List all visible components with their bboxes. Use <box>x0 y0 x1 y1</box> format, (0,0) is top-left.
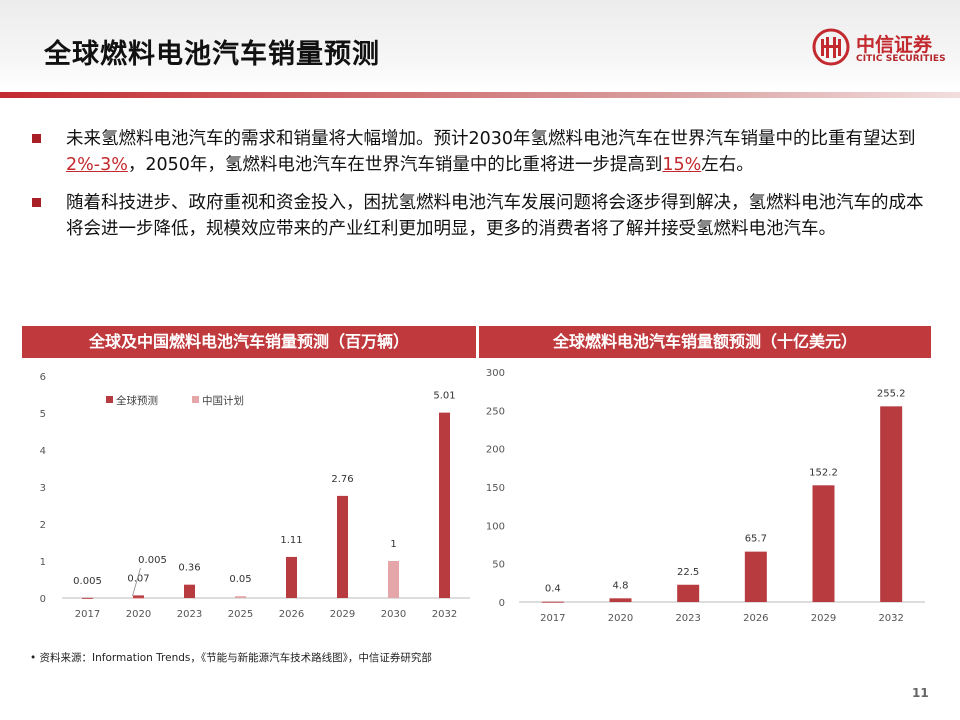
legend-label: 全球预测 <box>116 394 158 407</box>
y-tick-label: 250 <box>486 406 505 417</box>
bullet-list: 未来氢燃料电池汽车的需求和销量将大幅增加。预计2030年氢燃料电池汽车在世界汽车… <box>30 126 930 254</box>
y-tick-label: 300 <box>486 368 505 379</box>
x-tick-label: 2032 <box>878 613 903 624</box>
legend-swatch <box>106 396 113 403</box>
highlight-2050-share: 15% <box>662 155 702 175</box>
logo-text-cn: 中信证券 <box>856 34 933 56</box>
x-tick-label: 2026 <box>743 613 768 624</box>
chart-title-units: 全球及中国燃料电池汽车销量预测（百万辆） <box>22 326 476 358</box>
y-tick-label: 3 <box>40 483 46 494</box>
y-tick-label: 100 <box>486 521 505 532</box>
revenue-chart-svg: 0 50 100 150 200 250 300 2017 0.4 2020 4.8 2023 22.5… <box>486 368 925 624</box>
x-tick-label: 2029 <box>811 613 836 624</box>
bar <box>388 561 399 598</box>
bar <box>184 584 195 598</box>
bullet-square-icon <box>32 198 41 207</box>
data-label: 22.5 <box>677 567 699 578</box>
page-title: 全球燃料电池汽车销量预测 <box>44 39 380 70</box>
data-label: 152.2 <box>809 467 838 478</box>
bar <box>133 595 144 598</box>
highlight-2030-share: 2%-3% <box>66 155 128 175</box>
x-tick-label: 2025 <box>228 609 253 620</box>
bullet-text: 随着科技进步、政府重视和资金投入，困扰氢燃料电池汽车发展问题将会逐步得到解决，氢… <box>66 193 924 239</box>
y-tick-label: 2 <box>40 520 46 531</box>
y-tick-label: 4 <box>40 446 46 457</box>
units-chart-svg: 0 1 2 3 4 5 6 2017 0.005 2020 0.07 0.005 2023 0.36 202… <box>40 372 470 620</box>
data-label: 0.07 <box>127 573 149 584</box>
bar <box>82 597 93 599</box>
bar <box>812 485 835 602</box>
y-tick-label: 50 <box>492 560 505 571</box>
x-tick-label: 2030 <box>381 609 406 620</box>
bar <box>541 601 564 603</box>
bar <box>286 556 297 598</box>
label-leader-line <box>132 567 141 597</box>
data-label: 4.8 <box>613 580 629 591</box>
data-label: 255.2 <box>877 388 906 399</box>
legend-swatch <box>192 396 199 403</box>
bullet-item: 未来氢燃料电池汽车的需求和销量将大幅增加。预计2030年氢燃料电池汽车在世界汽车… <box>30 126 930 178</box>
logo-text-en: CITIC SECURITIES <box>856 54 946 64</box>
x-tick-label: 2026 <box>279 609 304 620</box>
revenue-chart: 0 50 100 150 200 250 300 2017 0.4 2020 4.8 2023 22.5… <box>479 360 931 632</box>
data-label: 0.05 <box>229 574 251 585</box>
bar <box>880 406 903 602</box>
data-label: 5.01 <box>433 391 455 402</box>
header-divider <box>0 92 960 98</box>
data-label: 0.4 <box>545 584 561 595</box>
data-label: 1 <box>390 539 396 550</box>
x-tick-label: 2017 <box>540 613 565 624</box>
bullet-text: 左右。 <box>701 155 754 175</box>
bar <box>337 495 348 598</box>
bar <box>744 551 767 602</box>
y-tick-label: 150 <box>486 483 505 494</box>
y-tick-label: 0 <box>499 598 505 609</box>
units-chart: 0 1 2 3 4 5 6 2017 0.005 2020 0.07 0.005 2023 0.36 202… <box>22 360 476 632</box>
x-tick-label: 2032 <box>432 609 457 620</box>
bullet-square-icon <box>32 134 41 143</box>
x-tick-label: 2029 <box>330 609 355 620</box>
data-label: 65.7 <box>745 534 767 545</box>
bar <box>677 584 700 602</box>
bar <box>609 598 632 602</box>
x-tick-label: 2017 <box>75 609 100 620</box>
bar <box>439 412 450 598</box>
chart-title-revenue: 全球燃料电池汽车销量额预测（十亿美元） <box>479 326 931 358</box>
y-tick-label: 6 <box>40 372 46 383</box>
legend-label: 中国计划 <box>202 394 244 407</box>
y-tick-label: 1 <box>40 557 46 568</box>
x-tick-label: 2023 <box>177 609 202 620</box>
x-tick-label: 2023 <box>675 613 700 624</box>
source-note: • 资料来源：Information Trends，《节能与新能源汽车技术路线图… <box>30 652 432 664</box>
x-tick-label: 2020 <box>126 609 151 620</box>
data-label: 0.005 <box>73 576 102 587</box>
y-tick-label: 0 <box>40 594 46 605</box>
data-label: 1.11 <box>280 535 302 546</box>
header: 全球燃料电池汽车销量预测 中信证券 CITIC SECURITIES <box>0 0 960 90</box>
source-text: 资料来源：Information Trends，《节能与新能源汽车技术路线图》，… <box>39 652 432 664</box>
citic-logo: 中信证券 CITIC SECURITIES <box>812 28 947 68</box>
y-tick-label: 5 <box>40 409 46 420</box>
page-number: 11 <box>912 686 929 700</box>
bullet-text: 未来氢燃料电池汽车的需求和销量将大幅增加。预计2030年氢燃料电池汽车在世界汽车… <box>66 129 916 149</box>
bullet-text: ，2050年，氢燃料电池汽车在世界汽车销量中的比重将进一步提高到 <box>127 155 663 175</box>
data-label: 0.36 <box>178 563 200 574</box>
x-tick-label: 2020 <box>608 613 633 624</box>
bullet-item: 随着科技进步、政府重视和资金投入，困扰氢燃料电池汽车发展问题将会逐步得到解决，氢… <box>30 190 930 242</box>
data-label: 2.76 <box>331 474 353 485</box>
citic-logo-icon <box>812 28 850 66</box>
y-tick-label: 200 <box>486 445 505 456</box>
data-label: 0.005 <box>138 555 167 566</box>
bar <box>235 596 246 598</box>
bar <box>133 597 144 599</box>
